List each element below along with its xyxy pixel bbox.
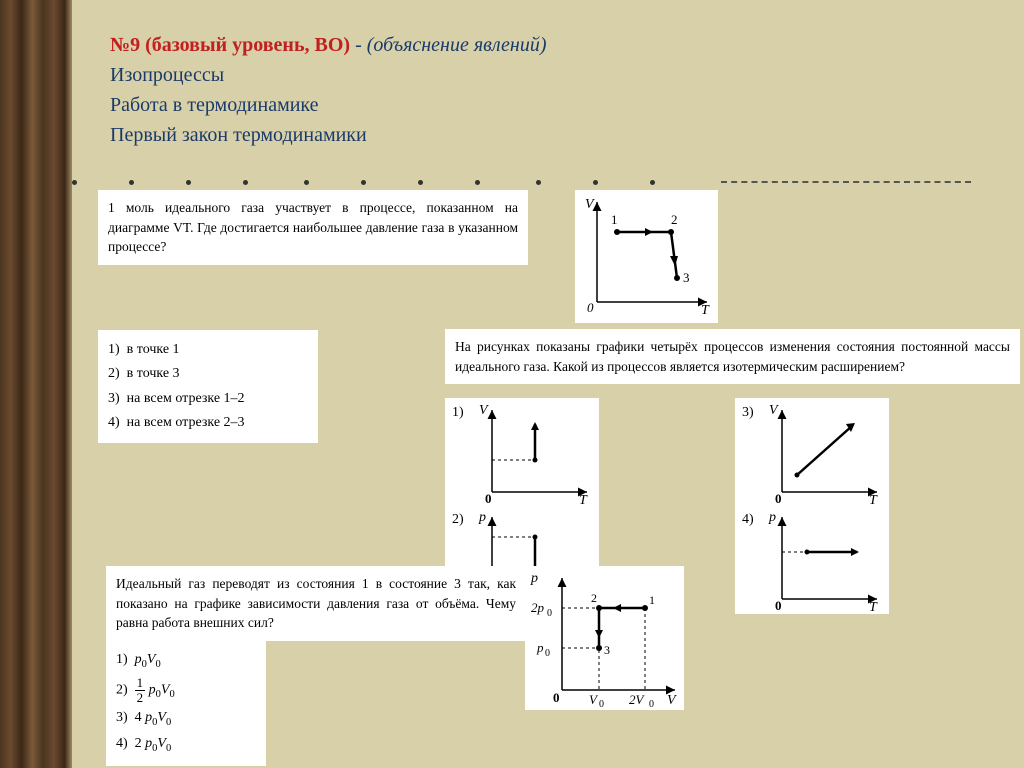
question-3-text: Идеальный газ переводят из состояния 1 в… (106, 566, 526, 641)
question-3-answers: 1) p0V0 2) 12 p0V0 3) 4 p0V0 4) 2 p0V0 (106, 640, 266, 766)
question-3-diagram: p V 0 1 2 3 2p0 p0 V0 2V0 (525, 566, 684, 710)
q2-g3-xlabel: T (869, 493, 878, 505)
svg-text:2V: 2V (629, 692, 646, 707)
q3-node-1: 1 (649, 593, 655, 607)
q3-node-2: 2 (591, 591, 597, 605)
svg-text:0: 0 (547, 608, 552, 619)
svg-text:0: 0 (775, 491, 782, 505)
header-task-number: №9 (базовый уровень, ВО) (110, 34, 350, 56)
slide-header: №9 (базовый уровень, ВО) - (объяснение я… (110, 30, 547, 150)
q3-ylabel: p (530, 571, 538, 586)
q2-g2-number: 2) (452, 512, 464, 527)
svg-text:0: 0 (545, 648, 550, 659)
question-2-text: На рисунках показаны графики четырёх про… (445, 329, 1020, 384)
header-subtitle: (объяснение явлений) (367, 34, 547, 56)
svg-text:0: 0 (599, 699, 604, 708)
header-topic-1: Изопроцессы (110, 64, 224, 86)
decorative-left-border (0, 0, 72, 768)
svg-text:p: p (536, 640, 544, 655)
svg-text:0: 0 (649, 699, 654, 708)
q2-graph-4: 4) p T 0 (735, 505, 889, 614)
svg-text:0: 0 (553, 690, 560, 705)
q3-answer-3: 3) 4 p0V0 (116, 708, 256, 730)
q2-graph-3: 3) V T 0 (735, 398, 889, 507)
q2-g3-ylabel: V (769, 403, 779, 418)
q3-answer-2: 2) 12 p0V0 (116, 676, 256, 704)
q1-origin-label: 0 (587, 300, 594, 315)
q1-answer-3: 3) на всем отрезке 1–2 (108, 389, 308, 409)
q2-g4-number: 4) (742, 512, 754, 527)
q2-g4-ylabel: p (768, 510, 776, 525)
header-topic-2: Работа в термодинамике (110, 94, 319, 116)
svg-text:V: V (589, 692, 599, 707)
question-1-answers: 1) в точке 1 2) в точке 3 3) на всем отр… (98, 330, 318, 443)
q2-graph-1: 1) V T 0 (445, 398, 599, 507)
svg-text:0: 0 (485, 491, 492, 505)
q2-g1-number: 1) (452, 405, 464, 420)
q1-xaxis-label: T (701, 303, 710, 318)
q1-answer-2: 2) в точке 3 (108, 364, 308, 384)
question-1-text: 1 моль идеального газа участвует в проце… (98, 190, 528, 265)
q3-node-3: 3 (604, 643, 610, 657)
q3-answer-1: 1) p0V0 (116, 650, 256, 672)
header-topic-3: Первый закон термодинамики (110, 124, 367, 146)
q2-g1-ylabel: V (479, 403, 489, 418)
q1-node-2: 2 (671, 212, 678, 227)
q1-answer-1: 1) в точке 1 (108, 340, 308, 360)
q2-g1-xlabel: T (579, 493, 588, 505)
q1-yaxis-label: V (585, 197, 595, 212)
q3-xlabel: V (667, 693, 677, 708)
q2-g2-ylabel: p (478, 510, 486, 525)
q1-answer-4: 4) на всем отрезке 2–3 (108, 413, 308, 433)
separator-strip (72, 173, 1024, 183)
q1-node-3: 3 (683, 270, 690, 285)
q2-g3-number: 3) (742, 405, 754, 420)
q3-answer-4: 4) 2 p0V0 (116, 734, 256, 756)
svg-text:0: 0 (775, 598, 782, 612)
q1-node-1: 1 (611, 212, 618, 227)
q2-g4-xlabel: T (869, 600, 878, 612)
svg-text:2p: 2p (531, 600, 545, 615)
question-1-diagram: 0 T V 1 2 3 (575, 190, 718, 323)
